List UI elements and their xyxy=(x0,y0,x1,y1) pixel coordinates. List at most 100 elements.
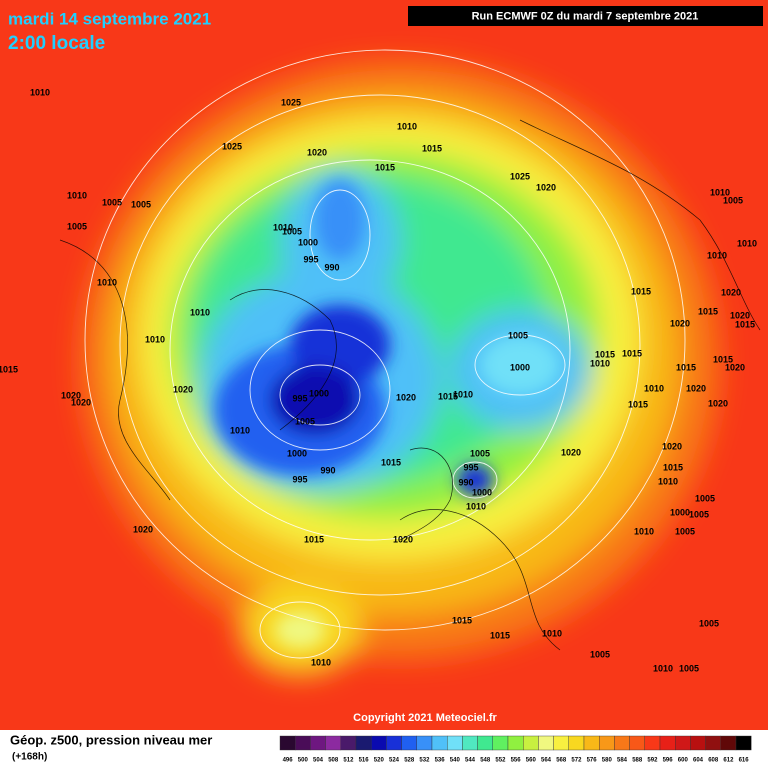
isobar-label: 1015 xyxy=(0,364,18,374)
isobar-label: 1015 xyxy=(698,306,718,316)
scale-swatch xyxy=(279,735,296,751)
isobar-label: 1005 xyxy=(131,199,151,209)
scale-swatch xyxy=(553,735,569,751)
isobar-label: 1015 xyxy=(381,457,401,467)
scale-label: 564 xyxy=(541,758,552,764)
scale-label: 608 xyxy=(708,758,719,764)
isobar-label: 1010 xyxy=(67,190,87,200)
scale-label: 612 xyxy=(723,758,734,764)
isobar-label: 1010 xyxy=(97,277,117,287)
scale-swatch xyxy=(538,735,554,751)
scale-label: 568 xyxy=(556,758,567,764)
isobar-label: 1010 xyxy=(145,334,165,344)
isobar-label: 1010 xyxy=(273,222,293,232)
color-scale: 496 500 504 508 512 516 520 524 528 532 536 540 544 5… xyxy=(279,735,752,764)
scale-swatch xyxy=(599,735,615,751)
isobar-label: 1020 xyxy=(708,398,728,408)
isobar-label: 1010 xyxy=(707,250,727,260)
isobar-label: 1020 xyxy=(721,287,741,297)
scale-label: 560 xyxy=(526,758,537,764)
isobar-label: 1010 xyxy=(644,383,664,393)
scale-label: 584 xyxy=(617,758,628,764)
isobar-label: 1025 xyxy=(281,97,301,107)
isobar-label: 1000 xyxy=(309,388,329,398)
scale-swatch xyxy=(462,735,478,751)
scale-label: 576 xyxy=(587,758,598,764)
isobar-label: 1010 xyxy=(453,389,473,399)
scale-swatch xyxy=(659,735,676,751)
isobar-label: 1020 xyxy=(670,318,690,328)
scale-swatch xyxy=(629,735,645,751)
scale-swatch xyxy=(705,735,721,751)
scale-label: 524 xyxy=(389,758,400,764)
scale-label: 596 xyxy=(663,758,674,764)
isobar-label: 1005 xyxy=(695,493,715,503)
scale-swatch xyxy=(568,735,585,751)
isobar-label: 1020 xyxy=(393,534,413,544)
isobar-label: 990 xyxy=(324,262,339,272)
isobar-label: 1000 xyxy=(287,448,307,458)
scale-label: 600 xyxy=(678,758,689,764)
scale-label: 504 xyxy=(313,758,324,764)
isobar-label: 1005 xyxy=(470,448,490,458)
scale-swatch xyxy=(523,735,539,751)
isobar-label: 995 xyxy=(463,462,478,472)
scale-swatch xyxy=(720,735,737,751)
isobar-label: 1010 xyxy=(634,526,654,536)
isobar-label: 1010 xyxy=(653,663,673,673)
scale-swatch xyxy=(371,735,387,751)
scale-label: 588 xyxy=(632,758,643,764)
isobar-label: 1005 xyxy=(590,649,610,659)
isobar-label: 995 xyxy=(292,474,307,484)
isobar-label: 995 xyxy=(303,254,318,264)
scale-swatch xyxy=(325,735,342,751)
isobar-label: 1020 xyxy=(662,441,682,451)
scale-label: 500 xyxy=(298,758,309,764)
isobar-label: 1020 xyxy=(71,397,91,407)
scale-swatch xyxy=(690,735,706,751)
isobar-label: 1015 xyxy=(452,615,472,625)
isobar-label: 1010 xyxy=(30,87,50,97)
isobar-label: 1010 xyxy=(710,187,730,197)
scale-label: 580 xyxy=(602,758,613,764)
isobar-label: 1010 xyxy=(190,307,210,317)
scale-swatch xyxy=(416,735,433,751)
isobar-label: 1005 xyxy=(508,330,528,340)
isobar-label: 1020 xyxy=(307,147,327,157)
scale-label: 572 xyxy=(571,758,582,764)
scale-swatch xyxy=(431,735,448,751)
isobar-label: 1005 xyxy=(723,195,743,205)
isobar-label: 1015 xyxy=(438,391,458,401)
isobar-label: 995 xyxy=(292,393,307,403)
scale-label: 544 xyxy=(465,758,476,764)
isobar-label: 1005 xyxy=(295,416,315,426)
scale-swatch xyxy=(675,735,691,751)
date: mardi 14 septembre 2021 xyxy=(8,9,211,28)
scale-swatch xyxy=(644,735,661,751)
isobar-label: 1005 xyxy=(282,226,302,236)
scale-label: 548 xyxy=(480,758,491,764)
lead-time: (+168h) xyxy=(12,752,47,763)
scale-label: 552 xyxy=(495,758,506,764)
isobar-label: 1005 xyxy=(679,663,699,673)
isobar-label: 1000 xyxy=(510,362,530,372)
scale-swatch xyxy=(735,735,752,751)
isobar-label: 1005 xyxy=(675,526,695,536)
isobar-label: 1020 xyxy=(173,384,193,394)
scale-label: 616 xyxy=(739,758,750,764)
isobar-label: 1025 xyxy=(510,171,530,181)
isobar-label: 1020 xyxy=(730,310,750,320)
scale-label: 508 xyxy=(328,758,339,764)
isobar-label: 1000 xyxy=(472,487,492,497)
scale-swatch xyxy=(386,735,402,751)
isobar-label: 1015 xyxy=(676,362,696,372)
scale-swatch xyxy=(614,735,630,751)
local-time: 2:00 locale xyxy=(8,33,105,54)
legend-title: Géop. z500, pression niveau mer xyxy=(10,732,212,747)
isobar-label: 1000 xyxy=(670,507,690,517)
isobar-label: 1005 xyxy=(102,197,122,207)
isobar-label: 1020 xyxy=(725,362,745,372)
scale-label: 528 xyxy=(404,758,415,764)
isobar-label: 1015 xyxy=(490,630,510,640)
